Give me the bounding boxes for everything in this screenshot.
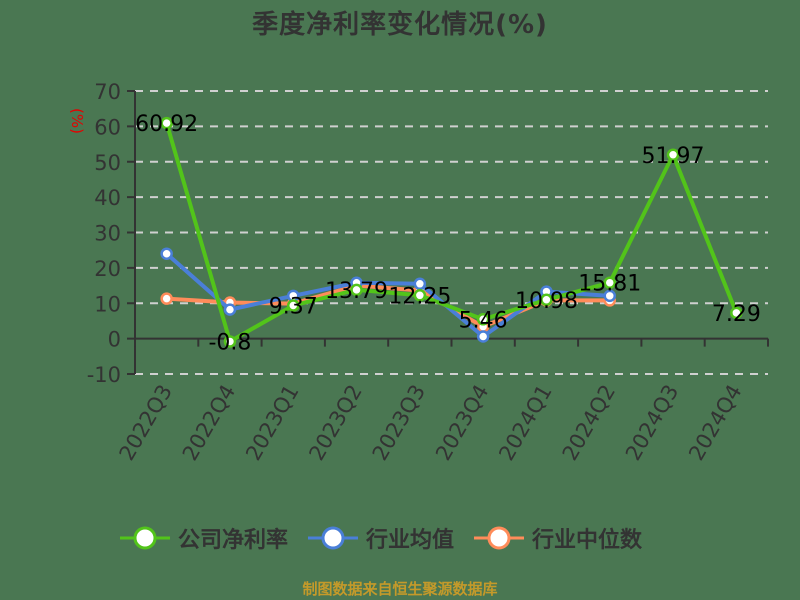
data-point[interactable]	[160, 292, 173, 305]
y-tick-label: 60	[94, 115, 121, 139]
data-point[interactable]	[413, 289, 427, 302]
data-point[interactable]	[666, 148, 680, 162]
legend-marker-icon	[474, 526, 525, 550]
y-tick-label: 30	[94, 222, 121, 246]
data-point[interactable]	[223, 335, 237, 348]
y-tick-label: 10	[94, 292, 121, 316]
x-tick-label: 2023Q4	[431, 381, 493, 465]
x-tick-label: 2023Q2	[304, 381, 366, 465]
data-label: -0.8	[208, 330, 251, 355]
x-tick-label: 2022Q3	[115, 381, 177, 465]
legend-item-company[interactable]: 公司净利率	[120, 522, 288, 554]
data-label: 9.37	[269, 294, 318, 319]
data-label: 15.81	[578, 272, 641, 297]
data-point[interactable]	[160, 247, 173, 260]
y-tick-label: 0	[108, 328, 121, 352]
data-label: 12.25	[388, 284, 451, 309]
y-axis: -10 0 10 20 30 40 50 60 70	[87, 80, 136, 387]
x-axis: 2022Q3 2022Q4 2023Q1 2023Q2 2023Q3 2023Q4 2024…	[115, 337, 769, 465]
series-line	[165, 252, 610, 339]
source-footer: 制图数据来自恒生聚源数据库	[302, 580, 498, 598]
data-point[interactable]	[413, 277, 427, 291]
data-point[interactable]	[476, 313, 490, 326]
data-point[interactable]	[603, 276, 616, 289]
data-point[interactable]	[730, 306, 743, 320]
data-label: 51.97	[642, 144, 705, 169]
data-point[interactable]	[476, 330, 490, 343]
legend: 公司净利率 行业均值 行业中位数	[120, 522, 642, 554]
legend-marker-icon	[308, 526, 359, 550]
y-tick-label: 40	[94, 186, 121, 210]
x-tick-label: 2024Q1	[494, 381, 556, 465]
chart-title: 季度净利率变化情况(%)	[252, 10, 548, 40]
data-label: 7.29	[712, 302, 761, 327]
legend-item-industry-avg[interactable]: 行业均值	[308, 522, 454, 554]
series-line	[164, 122, 739, 344]
x-tick-label: 2023Q1	[241, 381, 303, 465]
data-label: 13.79	[325, 279, 388, 304]
x-tick-label: 2024Q2	[558, 381, 620, 465]
legend-marker-icon	[120, 526, 170, 550]
y-tick-label: 50	[94, 151, 121, 175]
legend-label: 行业中位数	[532, 528, 643, 553]
x-tick-label: 2024Q4	[684, 381, 746, 465]
data-point[interactable]	[160, 116, 173, 130]
legend-item-industry-median[interactable]: 行业中位数	[474, 522, 642, 554]
data-point[interactable]	[540, 293, 553, 307]
x-tick-label: 2022Q4	[178, 381, 240, 465]
x-tick-label: 2023Q3	[368, 381, 430, 465]
data-label: 60.92	[135, 112, 198, 137]
y-tick-label: 70	[94, 80, 121, 104]
legend-label: 行业均值	[366, 528, 455, 553]
data-point[interactable]	[350, 283, 363, 297]
series-lines	[160, 116, 743, 348]
data-point[interactable]	[603, 289, 616, 303]
legend-label: 公司净利率	[178, 528, 289, 553]
x-tick-label: 2024Q3	[621, 381, 683, 465]
data-label: 5.46	[459, 308, 508, 333]
data-label: 10.98	[515, 289, 578, 314]
data-point[interactable]	[223, 303, 237, 316]
y-tick-label: 20	[94, 257, 121, 281]
y-tick-label: -10	[87, 363, 121, 387]
data-point[interactable]	[287, 299, 300, 312]
